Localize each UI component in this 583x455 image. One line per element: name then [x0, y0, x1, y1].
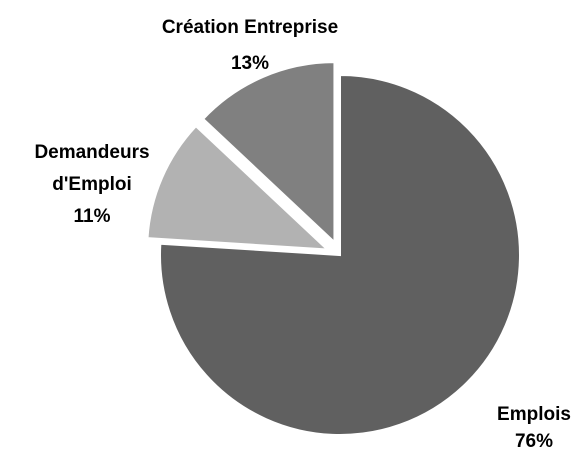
slice-labels: Emplois 76% Demandeurs d'Emploi 11% Créa… — [34, 17, 571, 452]
pie-slice-emplois — [159, 73, 521, 436]
pie-slices — [146, 61, 521, 436]
pie-slice-cr-ation-entreprise — [201, 61, 336, 245]
slice-pct-emplois: 76% — [515, 431, 553, 452]
slice-label-emplois: Emplois — [497, 404, 571, 425]
pie-slice-demandeurs-d-emploi — [146, 124, 330, 251]
slice-label-creation: Création Entreprise — [162, 17, 338, 38]
slice-pct-demandeurs: 11% — [74, 206, 111, 227]
slice-label-demandeurs-line1: Demandeurs — [34, 142, 149, 163]
slice-label-demandeurs-line2: d'Emploi — [52, 174, 131, 195]
slice-pct-creation: 13% — [231, 53, 269, 74]
